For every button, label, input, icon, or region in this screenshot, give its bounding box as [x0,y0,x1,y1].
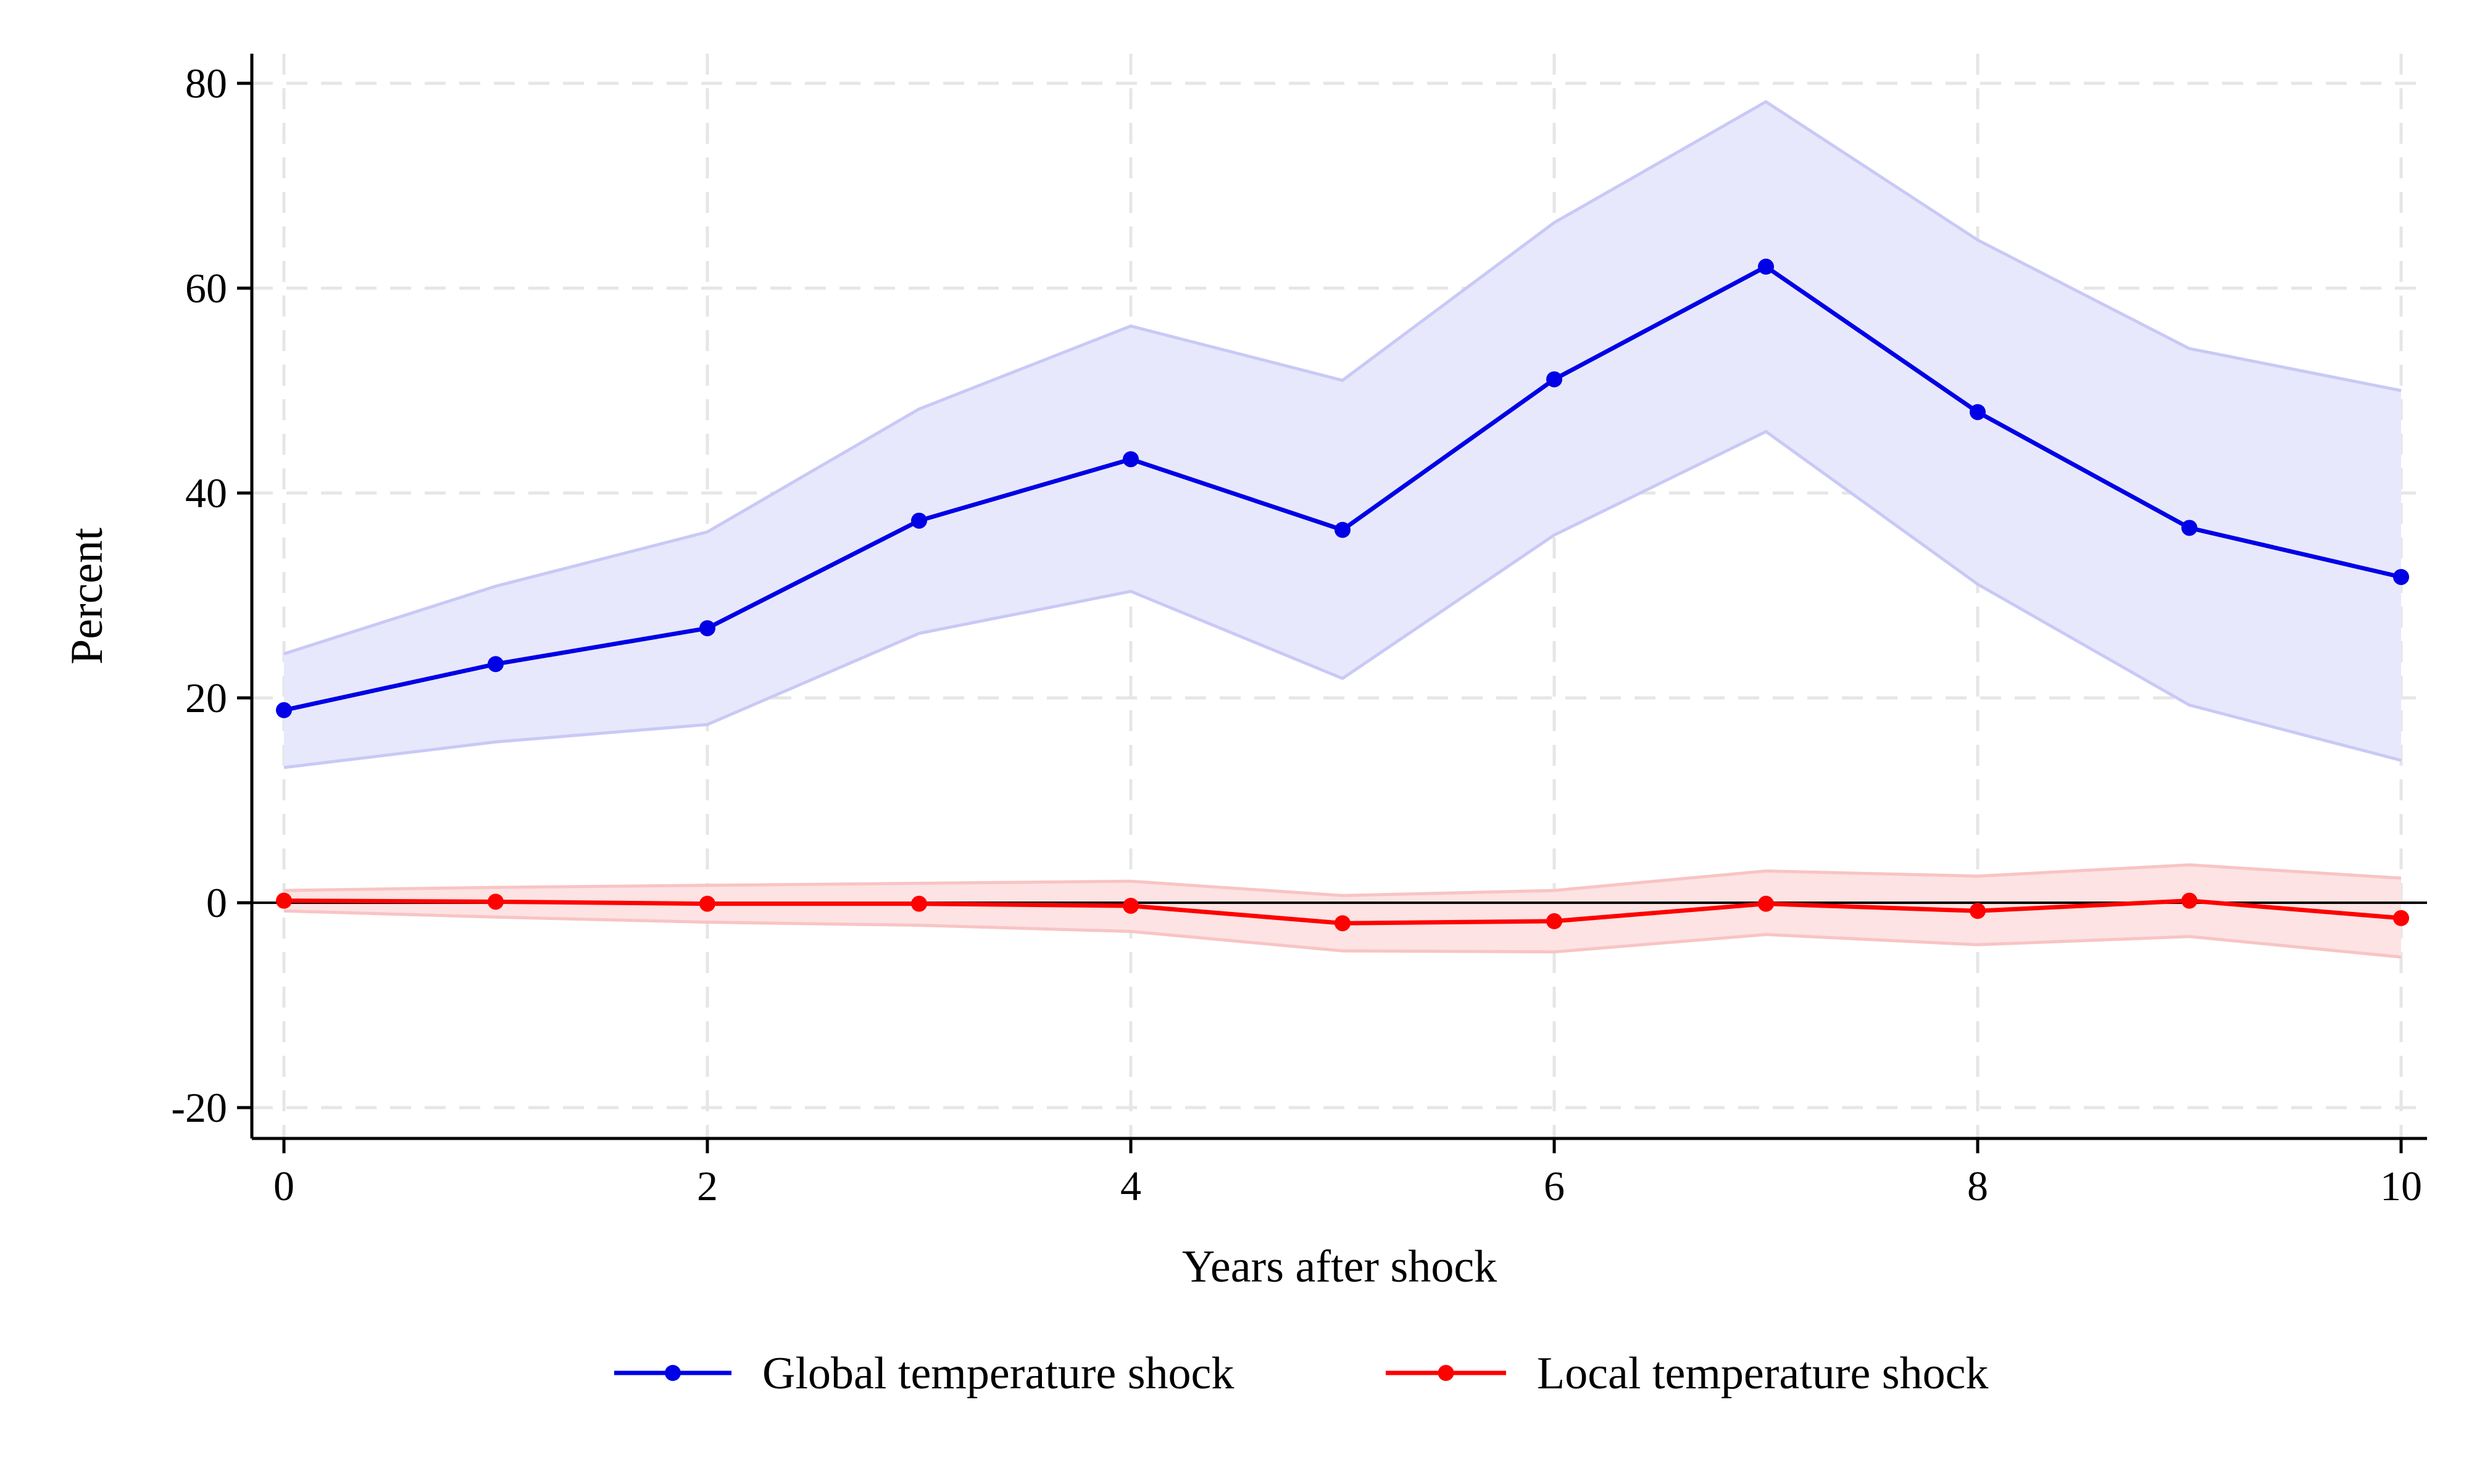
data-point-2-6 [1546,913,1562,929]
data-point-2-7 [1758,895,1774,912]
data-point-1-7 [1758,259,1774,275]
y-tick-label: 80 [185,60,227,107]
series-lines [276,259,2409,932]
y-axis-title: Percent [62,528,112,665]
legend-item-1: Global temperature shock [614,1348,1234,1399]
data-point-1-10 [2393,569,2409,586]
x-tick-label: 0 [273,1163,294,1209]
data-point-1-1 [488,656,504,673]
x-tick-label: 10 [2380,1163,2422,1209]
x-tick-label: 8 [1967,1163,1988,1209]
y-tick-label: -20 [171,1084,227,1131]
data-point-2-0 [276,892,292,909]
data-point-1-5 [1334,521,1351,538]
y-tick-label: 60 [185,265,227,312]
x-tick-label: 6 [1544,1163,1565,1209]
data-point-1-0 [276,702,292,718]
data-point-2-4 [1123,897,1139,914]
x-axis-title: Years after shock [1182,1242,1497,1292]
data-point-1-2 [699,620,715,637]
data-point-2-1 [488,893,504,910]
legend-label: Global temperature shock [762,1348,1234,1399]
data-point-1-4 [1123,451,1139,468]
band-upper-edge-1 [283,99,2402,656]
confidence-band-2 [284,864,2401,957]
data-point-2-3 [911,895,927,912]
confidence-band-1 [284,101,2401,768]
tick-labels: 0 2 4 6 8 10 -20 0 20 40 60 80 [171,60,2422,1209]
y-tick-label: 40 [185,470,227,516]
legend-swatch-marker [665,1365,681,1381]
band-upper-edge-2 [283,863,2402,897]
legend: Global temperature shock Local temperatur… [614,1348,1988,1399]
band-lower-edge-1 [283,429,2402,769]
legend-swatch-marker [1438,1365,1454,1381]
legend-item-2: Local temperature shock [1386,1348,1988,1399]
data-point-2-2 [699,895,715,912]
axes [237,54,2427,1153]
legend-label: Local temperature shock [1537,1348,1988,1399]
data-point-1-3 [911,512,927,529]
data-point-2-10 [2393,910,2409,926]
y-tick-label: 20 [185,674,227,721]
data-point-1-6 [1546,371,1562,388]
data-point-2-5 [1334,915,1351,932]
data-point-2-9 [2181,892,2197,909]
x-tick-label: 4 [1120,1163,1141,1209]
data-point-2-8 [1970,903,1986,919]
data-point-1-9 [2181,520,2197,536]
data-point-1-8 [1970,404,1986,420]
y-tick-label: 0 [206,879,227,926]
band-lower-edge-2 [283,909,2402,959]
confidence-bands [283,99,2402,959]
x-tick-label: 2 [697,1163,718,1209]
